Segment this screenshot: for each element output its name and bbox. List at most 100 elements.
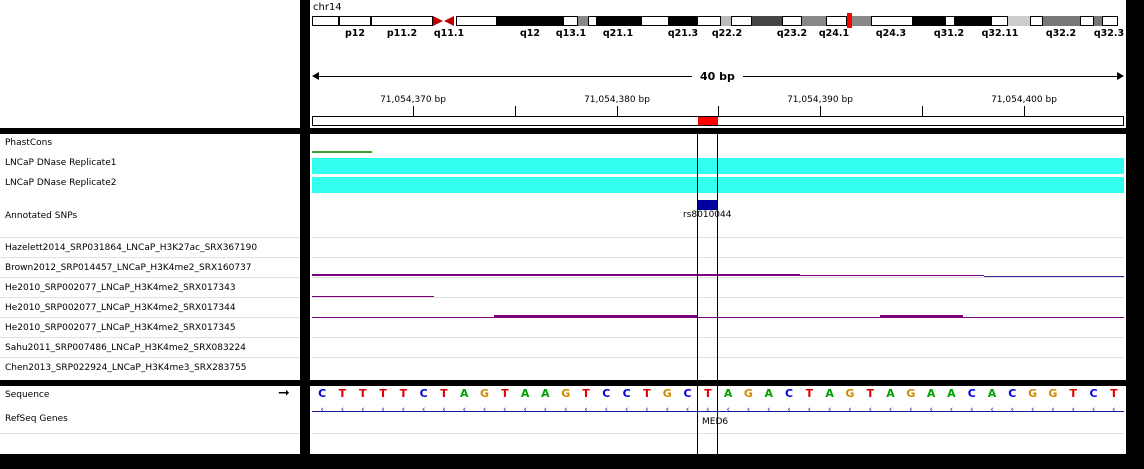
base-C: C <box>318 387 327 400</box>
dnase-replicate2-signal[interactable] <box>312 177 1124 193</box>
strand-chevron-icon: ‹ <box>584 405 588 415</box>
he2010-343-signal[interactable] <box>312 296 434 297</box>
centromere-left <box>433 16 443 26</box>
band-q32.31 <box>1080 16 1094 26</box>
base-T: T <box>338 387 347 400</box>
track-name[interactable]: He2010_SRP002077_LNCaP_H3K4me2_SRX017344 <box>5 303 236 313</box>
band-q21.2 <box>597 16 641 26</box>
ruler-tick-label: 71,054,390 bp <box>787 95 853 105</box>
track-name-separator <box>0 357 300 358</box>
track-name[interactable]: Annotated SNPs <box>5 211 78 221</box>
track-name[interactable]: Brown2012_SRP014457_LNCaP_H3K4me2_SRX160… <box>5 263 252 273</box>
refseq-gene-line[interactable] <box>312 411 1124 412</box>
brown2012-signal[interactable] <box>312 274 800 276</box>
base-C: C <box>622 387 631 400</box>
snp-feature[interactable] <box>698 200 717 210</box>
ruler-base-line <box>312 116 1124 117</box>
ruler-tick <box>515 106 516 116</box>
gene-label: MED6 <box>702 417 729 427</box>
refseq-track-label[interactable]: RefSeq Genes <box>5 414 68 424</box>
brown2012-signal-low[interactable] <box>800 275 984 276</box>
band-label-q24.3: q24.3 <box>875 28 907 39</box>
brown2012-signal-tail[interactable] <box>984 276 1124 277</box>
track-name[interactable]: He2010_SRP002077_LNCaP_H3K4me2_SRX017345 <box>5 323 236 333</box>
chromosome-label: chr14 <box>313 2 342 13</box>
band-q32.12 <box>1008 16 1030 26</box>
strand-chevron-icon: ‹ <box>340 405 345 415</box>
ruler-tick <box>922 106 923 116</box>
strand-chevron-icon: ‹ <box>868 405 873 415</box>
strand-chevron-icon: ‹ <box>929 405 933 415</box>
base-T: T <box>582 387 590 400</box>
strand-chevron-icon: ‹ <box>482 405 487 415</box>
track-name-separator <box>0 277 300 278</box>
base-T: T <box>399 387 408 400</box>
sequence-track-label[interactable]: Sequence <box>5 390 50 400</box>
band-label-q32.2: q32.2 <box>1045 28 1077 39</box>
base-A: A <box>886 387 895 400</box>
strand-chevron-icon: ‹ <box>848 405 852 415</box>
band-q13.3 <box>578 16 588 26</box>
he2010-345-peak[interactable] <box>494 315 698 317</box>
base-C: C <box>1089 387 1098 400</box>
base-T: T <box>440 387 448 400</box>
strand-chevron-icon: ‹ <box>969 405 974 415</box>
track-name[interactable]: PhastCons <box>5 138 53 148</box>
roi-highlight[interactable] <box>698 117 718 125</box>
track-name[interactable]: LNCaP DNase Replicate2 <box>5 178 117 188</box>
strand-arrow-icon[interactable]: ➞ <box>278 385 290 401</box>
track-separator <box>312 277 1124 278</box>
strand-chevron-icon: ‹ <box>563 405 568 415</box>
track-name-separator <box>0 297 300 298</box>
track-name-separator <box>0 237 300 238</box>
strand-chevron-icon: ‹ <box>1112 405 1116 415</box>
track-name-list: PhastCons LNCaP DNase Replicate1 LNCaP DNa… <box>0 0 300 380</box>
feature-separator <box>312 433 1124 434</box>
band-label-q32.11: q32.11 <box>981 28 1019 39</box>
band-q31.3 <box>955 16 991 26</box>
strand-chevron-icon: ‹ <box>462 405 467 415</box>
strand-chevron-icon: ‹ <box>604 405 609 415</box>
base-C: C <box>419 387 428 400</box>
phastcons-signal[interactable] <box>312 151 372 153</box>
track-name[interactable]: Hazelett2014_SRP031864_LNCaP_H3K27ac_SRX… <box>5 243 258 253</box>
band-label-q22.2: q22.2 <box>711 28 743 39</box>
strand-chevron-icon: ‹ <box>787 405 791 415</box>
track-name-separator <box>0 337 300 338</box>
track-name-separator <box>0 257 300 258</box>
base-A: A <box>926 387 936 400</box>
he2010-345-peak2[interactable] <box>880 315 963 317</box>
strand-chevron-icon: ‹ <box>685 405 690 415</box>
dnase-replicate1-signal[interactable] <box>312 158 1124 174</box>
ruler-left-arrow <box>312 72 319 80</box>
base-T: T <box>866 387 875 400</box>
band-q23.3 <box>802 16 826 26</box>
band-q13.1 <box>563 16 578 26</box>
track-name[interactable]: He2010_SRP002077_LNCaP_H3K4me2_SRX017343 <box>5 283 236 293</box>
base-C: C <box>785 387 794 400</box>
strand-chevron-icon: ‹ <box>503 405 507 415</box>
strand-chevron-icon: ‹ <box>1010 405 1015 415</box>
base-A: A <box>987 387 997 400</box>
ruler-tick-label: 71,054,400 bp <box>991 95 1057 105</box>
band-q32.13 <box>1030 16 1043 26</box>
band-q24.1 <box>826 16 847 26</box>
track-separator <box>312 297 1124 298</box>
band-q32.32 <box>1094 16 1102 26</box>
track-name-separator <box>0 317 300 318</box>
base-G: G <box>561 387 571 400</box>
band-q23.2 <box>782 16 802 26</box>
strand-chevron-icon: ‹ <box>320 405 324 415</box>
band-q21.3a <box>641 16 669 26</box>
base-G: G <box>662 387 672 400</box>
base-A: A <box>459 387 469 400</box>
track-name[interactable]: Chen2013_SRP022924_LNCaP_H3K4me3_SRX2837… <box>5 363 247 373</box>
track-name[interactable]: LNCaP DNase Replicate1 <box>5 158 117 168</box>
he2010-345-signal[interactable] <box>312 317 1124 318</box>
base-A: A <box>947 387 956 400</box>
chromosome-ideogram[interactable] <box>310 0 1126 40</box>
track-name[interactable]: Sahu2011_SRP007486_LNCaP_H3K4me2_SRX0832… <box>5 343 246 353</box>
base-G: G <box>1028 387 1038 400</box>
track-separator <box>312 337 1124 338</box>
